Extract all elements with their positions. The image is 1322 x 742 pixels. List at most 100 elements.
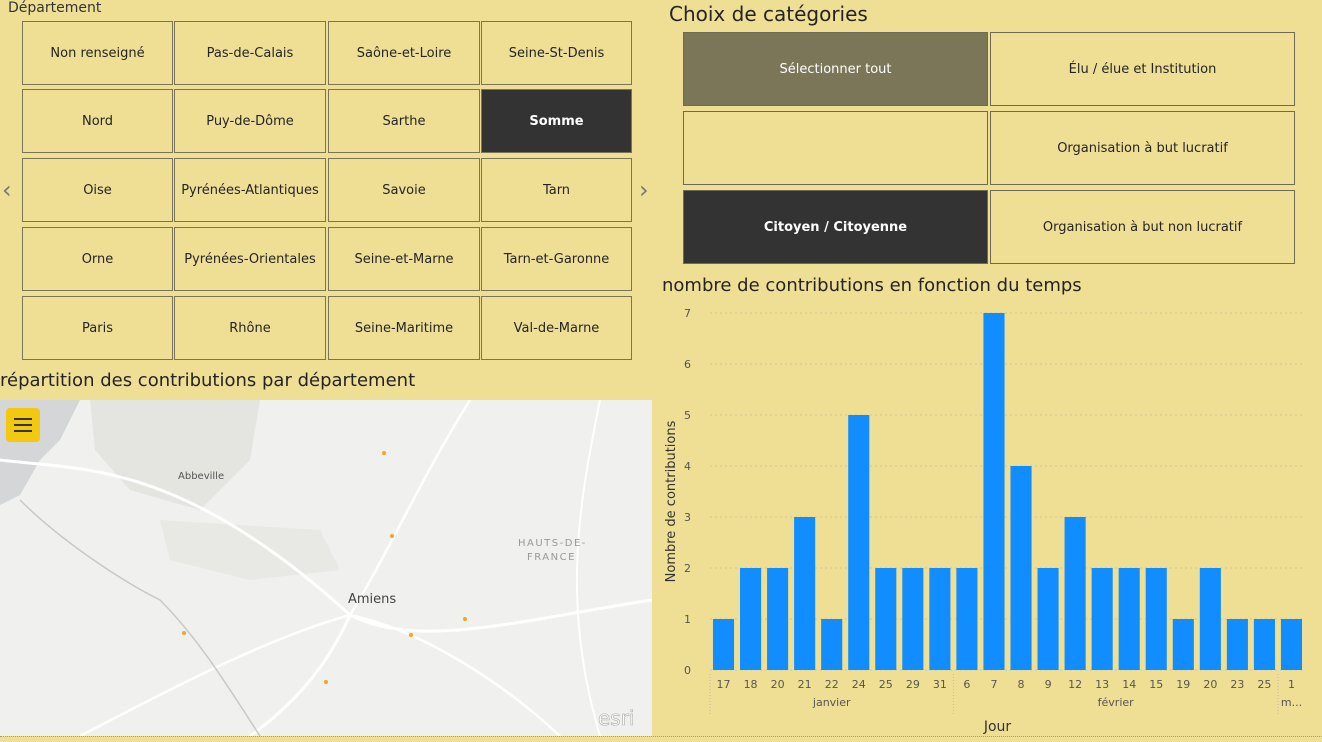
bar[interactable]	[1037, 568, 1059, 670]
y-tick-label: 7	[684, 307, 691, 320]
departement-button[interactable]: Oise	[22, 158, 173, 222]
x-tick-label: 25	[879, 678, 893, 691]
map-visual[interactable]: Abbeville Amiens HAUTS-DE- FRANCE esri	[0, 400, 652, 736]
bar[interactable]	[848, 415, 870, 670]
bar[interactable]	[1253, 619, 1275, 670]
x-tick-label: 14	[1122, 678, 1136, 691]
bar[interactable]	[1064, 517, 1086, 670]
departement-button[interactable]: Seine-St-Denis	[481, 21, 632, 85]
map-canvas: Abbeville Amiens HAUTS-DE- FRANCE esri	[0, 400, 652, 736]
bar[interactable]	[740, 568, 762, 670]
x-tick-label: 24	[852, 678, 866, 691]
bar[interactable]	[902, 568, 924, 670]
departement-button[interactable]: Rhône	[174, 296, 326, 360]
bar[interactable]	[821, 619, 843, 670]
road	[575, 400, 601, 736]
bottom-divider	[0, 736, 1322, 742]
hamburger-icon[interactable]	[6, 408, 40, 442]
month-label: m...	[1281, 696, 1302, 709]
category-button[interactable]: Organisation à but non lucratif	[990, 190, 1295, 264]
departement-button[interactable]: Tarn-et-Garonne	[481, 227, 632, 291]
departement-button[interactable]: Pyrénées-Orientales	[174, 227, 326, 291]
bar[interactable]	[1172, 619, 1194, 670]
road	[79, 613, 351, 736]
map-title: répartition des contributions par départ…	[0, 370, 416, 391]
x-tick-label: 20	[771, 678, 785, 691]
departement-button[interactable]: Seine-et-Marne	[328, 227, 480, 291]
bar[interactable]	[1010, 466, 1032, 670]
y-tick-label: 4	[684, 460, 691, 473]
bar[interactable]	[1226, 619, 1248, 670]
x-tick-label: 15	[1149, 678, 1163, 691]
bar[interactable]	[929, 568, 951, 670]
month-label: janvier	[812, 696, 851, 709]
contribution-dot[interactable]	[182, 631, 186, 635]
bar[interactable]	[767, 568, 789, 670]
departement-button[interactable]: Sarthe	[328, 89, 480, 153]
y-tick-label: 3	[684, 511, 691, 524]
departement-button[interactable]: Nord	[22, 89, 173, 153]
bar[interactable]	[712, 619, 735, 670]
y-tick-label: 2	[684, 562, 691, 575]
departement-button[interactable]: Savoie	[328, 158, 480, 222]
month-label: février	[1098, 696, 1134, 709]
contribution-dot[interactable]	[409, 633, 413, 637]
category-button[interactable]	[683, 111, 988, 185]
x-tick-label: 29	[906, 678, 920, 691]
contribution-dot[interactable]	[324, 680, 328, 684]
road	[348, 400, 472, 616]
x-tick-label: 18	[744, 678, 758, 691]
x-tick-label: 7	[990, 678, 997, 691]
bar[interactable]	[956, 568, 978, 670]
region-label-line1: HAUTS-DE-	[518, 538, 587, 549]
x-tick-label: 6	[963, 678, 970, 691]
category-button[interactable]: Organisation à but lucratif	[990, 111, 1295, 185]
departement-button[interactable]: Saône-et-Loire	[328, 21, 480, 85]
bar[interactable]	[794, 517, 816, 670]
bar[interactable]	[983, 313, 1005, 670]
place-label-amiens: Amiens	[348, 592, 396, 607]
region-label-line2: FRANCE	[527, 552, 576, 563]
category-button[interactable]: Citoyen / Citoyenne	[683, 190, 988, 264]
x-axis-title: Jour	[983, 719, 1012, 735]
departement-button[interactable]: Orne	[22, 227, 173, 291]
category-button[interactable]: Élu / élue et Institution	[990, 32, 1295, 106]
bar[interactable]	[1118, 568, 1140, 670]
departement-button[interactable]: Non renseigné	[22, 21, 173, 85]
contribution-dot[interactable]	[382, 451, 386, 455]
bar[interactable]	[1091, 568, 1113, 670]
departement-button[interactable]: Puy-de-Dôme	[174, 89, 326, 153]
departement-button[interactable]: Pyrénées-Atlantiques	[174, 158, 326, 222]
x-tick-label: 19	[1176, 678, 1190, 691]
departement-button[interactable]: Tarn	[481, 158, 632, 222]
bar[interactable]	[875, 568, 897, 670]
x-tick-label: 31	[933, 678, 947, 691]
y-axis-title: Nombre de contributions	[664, 420, 679, 582]
departement-title: Département	[8, 0, 102, 16]
x-tick-label: 25	[1257, 678, 1271, 691]
border-line	[19, 499, 261, 736]
road	[249, 614, 352, 736]
road	[0, 458, 652, 633]
departement-button[interactable]: Val-de-Marne	[481, 296, 632, 360]
category-button[interactable]: Sélectionner tout	[683, 32, 988, 106]
contribution-dot[interactable]	[390, 534, 394, 538]
bar[interactable]	[1145, 568, 1167, 670]
next-page-arrow-icon[interactable]: ›	[639, 176, 649, 204]
esri-logo: esri	[598, 706, 635, 730]
road	[349, 613, 561, 736]
land-patch	[90, 400, 260, 510]
x-tick-label: 20	[1203, 678, 1217, 691]
departement-button[interactable]: Pas-de-Calais	[174, 21, 326, 85]
departement-button[interactable]: Paris	[22, 296, 173, 360]
departement-button[interactable]: Seine-Maritime	[328, 296, 480, 360]
x-tick-label: 8	[1018, 678, 1025, 691]
x-tick-label: 21	[798, 678, 812, 691]
x-tick-label: 22	[825, 678, 839, 691]
departement-button[interactable]: Somme	[481, 89, 632, 153]
prev-page-arrow-icon[interactable]: ‹	[2, 176, 12, 204]
contribution-dot[interactable]	[463, 617, 467, 621]
bar[interactable]	[1199, 568, 1221, 670]
bar[interactable]	[1280, 619, 1303, 670]
